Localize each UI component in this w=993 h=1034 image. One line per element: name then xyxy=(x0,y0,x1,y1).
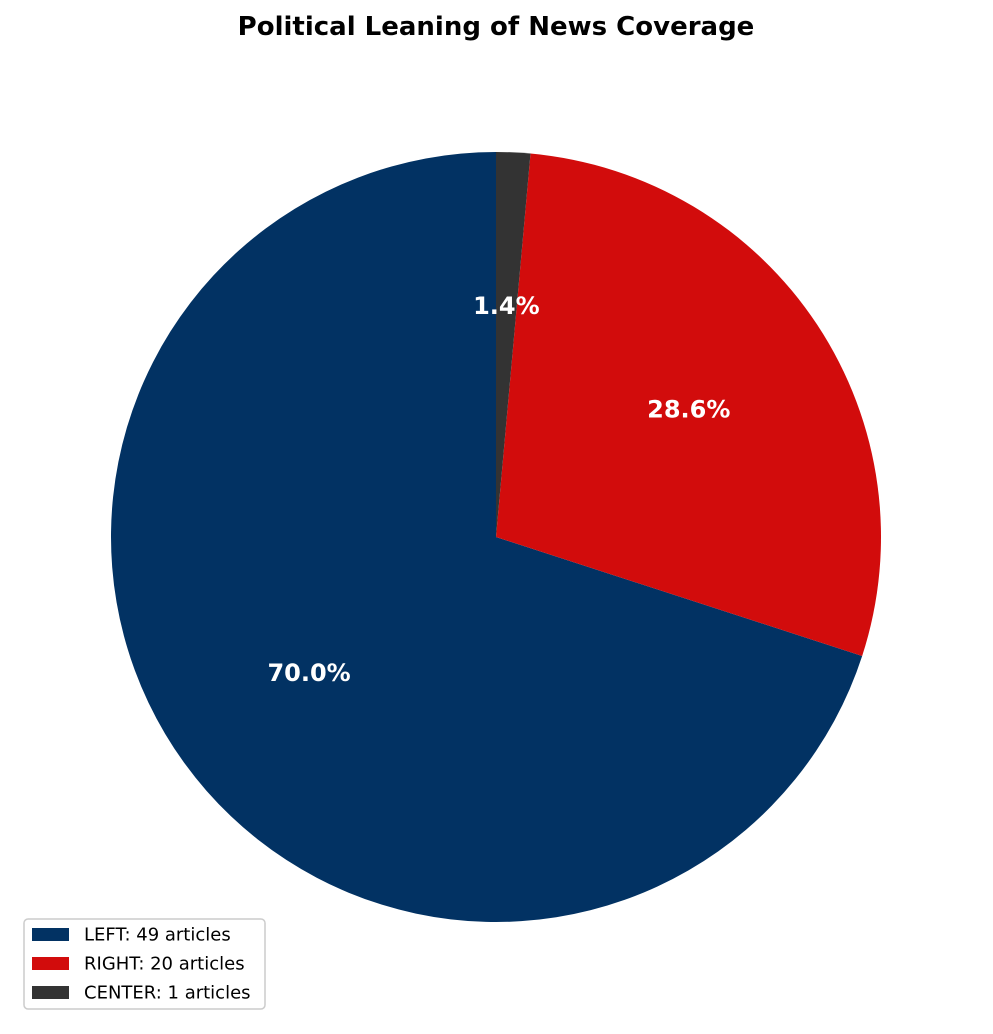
slice-percent-label-center: 1.4% xyxy=(473,292,540,320)
pie-slice-left xyxy=(111,152,863,922)
pie-slice-labels: 70.0% 28.6% 1.4% xyxy=(267,292,730,687)
legend-label-center: CENTER: 1 articles xyxy=(84,983,251,1004)
pie-slice-center xyxy=(496,152,531,537)
legend-label-left: LEFT: 49 articles xyxy=(84,925,231,946)
legend-label-right: RIGHT: 20 articles xyxy=(84,954,245,975)
legend-swatch-center xyxy=(32,986,69,999)
chart-title: Political Leaning of News Coverage xyxy=(238,12,755,42)
legend-swatch-right xyxy=(32,957,69,970)
legend-frame xyxy=(23,918,266,1010)
legend-swatch-left xyxy=(32,928,69,941)
slice-percent-label-right: 28.6% xyxy=(647,396,730,424)
slice-percent-label-left: 70.0% xyxy=(267,659,350,687)
chart-legend: LEFT: 49 articles RIGHT: 20 articles CENTE… xyxy=(23,918,266,1010)
pie-slice-right xyxy=(496,153,881,656)
pie-slices xyxy=(111,152,881,922)
legend-items: LEFT: 49 articles RIGHT: 20 articles CENTE… xyxy=(32,925,251,1004)
